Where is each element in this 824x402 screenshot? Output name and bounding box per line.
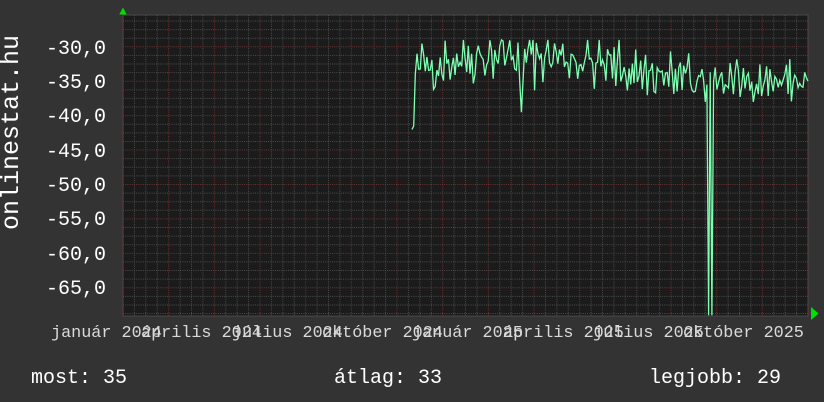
svg-text:-35,0: -35,0 [46, 72, 106, 95]
svg-text:átlag: 33: átlag: 33 [334, 367, 442, 390]
svg-text:október 2025: október 2025 [683, 324, 804, 343]
svg-text:-65,0: -65,0 [46, 278, 106, 301]
svg-text:-55,0: -55,0 [46, 209, 106, 232]
svg-text:most: 35: most: 35 [31, 367, 127, 390]
svg-text:-50,0: -50,0 [46, 175, 106, 198]
svg-text:-45,0: -45,0 [46, 141, 106, 164]
svg-text:legjobb: 29: legjobb: 29 [649, 367, 781, 390]
svg-text:-40,0: -40,0 [46, 106, 106, 129]
svg-text:-30,0: -30,0 [46, 38, 106, 61]
svg-text:onlinestat.hu: onlinestat.hu [0, 35, 26, 230]
svg-text:-60,0: -60,0 [46, 244, 106, 267]
